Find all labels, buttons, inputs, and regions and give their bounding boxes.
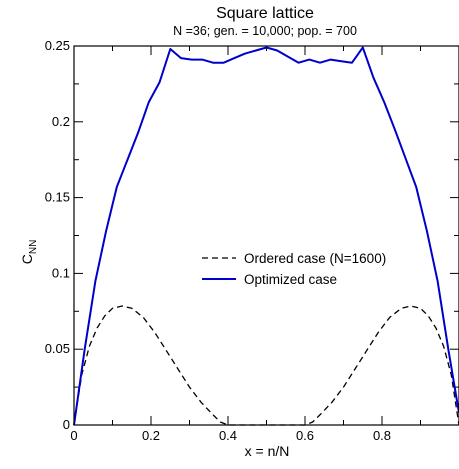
x-tick-label: 0.8: [373, 428, 391, 443]
y-tick-label: 0.2: [52, 114, 70, 129]
y-axis-label-main: C: [19, 254, 35, 264]
x-tick-label: 0.6: [296, 428, 314, 443]
y-tick-label: 0.1: [52, 265, 70, 280]
x-tick-label: 0.4: [219, 428, 237, 443]
svg-text:CNN: CNN: [19, 240, 39, 265]
series-line-optimized: [73, 46, 459, 426]
legend-label-ordered: Ordered case (N=1600): [244, 251, 386, 266]
legend: Ordered case (N=1600) Optimized case: [202, 251, 386, 287]
x-tick-label: 0.2: [142, 428, 160, 443]
chart-title: Square lattice: [216, 5, 314, 22]
chart-subtitle: N =36; gen. = 10,000; pop. = 700: [173, 24, 357, 38]
axis-ticks: [73, 45, 459, 426]
series-line-ordered: [73, 305, 459, 426]
y-axis-label: CNN: [19, 240, 39, 265]
series-layer: [73, 46, 459, 426]
y-tick-label: 0: [63, 417, 70, 432]
y-tick-labels: 0 0.05 0.1 0.15 0.2 0.25: [45, 38, 70, 432]
y-tick-label: 0.05: [45, 341, 70, 356]
x-tick-label: 0: [70, 428, 77, 443]
y-tick-label: 0.15: [45, 190, 70, 205]
y-tick-label: 0.25: [45, 38, 70, 53]
legend-label-optimized: Optimized case: [244, 272, 337, 287]
x-axis-label: x = n/N: [245, 443, 290, 459]
plot-frame: [73, 45, 459, 426]
x-tick-labels: 0 0.2 0.4 0.6 0.8: [70, 428, 391, 443]
y-axis-label-sub: NN: [28, 240, 39, 254]
